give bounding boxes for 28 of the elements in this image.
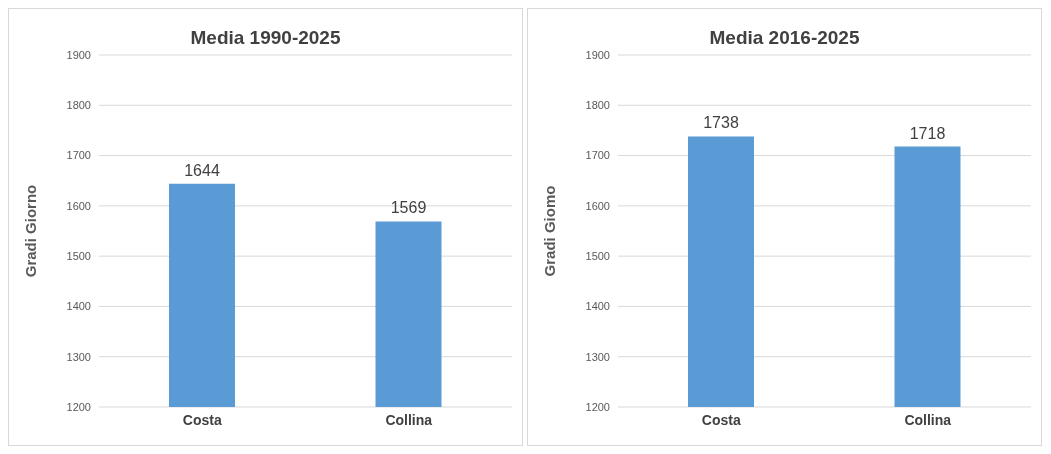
y-tick-label: 1500 xyxy=(66,250,91,263)
x-tick-label: Costa xyxy=(182,411,222,428)
y-tick-label: 1900 xyxy=(585,48,610,61)
y-tick-label: 1600 xyxy=(585,199,610,212)
chart-title: Media 2016-2025 xyxy=(708,27,861,49)
x-tick-label: Collina xyxy=(904,411,952,428)
y-tick-label: 1300 xyxy=(585,350,610,363)
y-tick-label: 1600 xyxy=(66,199,91,212)
data-label: 1718 xyxy=(909,124,946,142)
y-tick-label: 1200 xyxy=(66,400,91,413)
y-tick-label: 1800 xyxy=(66,99,91,112)
y-tick-label: 1500 xyxy=(585,250,610,263)
y-axis-title: Gradi Giomo xyxy=(541,185,559,277)
x-tick-label: Collina xyxy=(385,411,433,428)
y-tick-label: 1300 xyxy=(66,350,91,363)
data-label: 1644 xyxy=(184,161,220,179)
data-label: 1569 xyxy=(390,199,427,217)
data-label: 1738 xyxy=(703,114,739,132)
y-tick-label: 1400 xyxy=(585,300,610,313)
y-tick-label: 1200 xyxy=(585,400,610,413)
y-tick-label: 1700 xyxy=(585,149,610,162)
y-tick-label: 1900 xyxy=(66,48,91,61)
y-axis-title: Gradi Giorno xyxy=(22,184,40,278)
y-tick-label: 1400 xyxy=(66,300,91,313)
y-tick-label: 1800 xyxy=(585,99,610,112)
chart-title: Media 1990-2025 xyxy=(189,27,342,49)
y-tick-label: 1700 xyxy=(66,149,91,162)
x-tick-label: Costa xyxy=(701,411,741,428)
